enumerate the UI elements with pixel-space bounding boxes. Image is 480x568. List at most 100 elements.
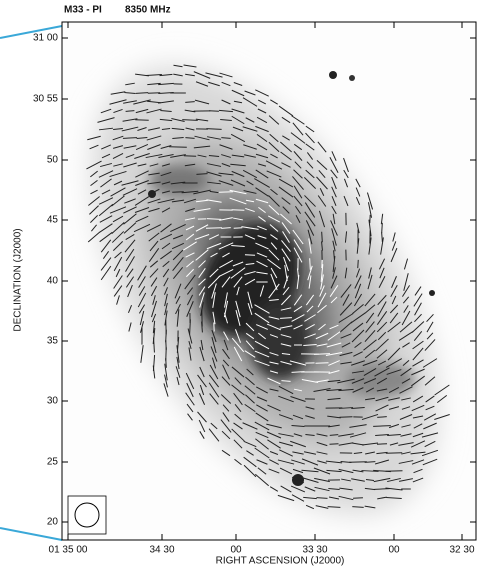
polarization-vector — [339, 487, 353, 491]
polarization-vector — [293, 195, 303, 207]
polarization-vector — [307, 265, 313, 281]
polarization-vector — [332, 267, 336, 279]
polarization-vector — [412, 359, 424, 367]
polarization-vector — [139, 310, 145, 326]
polarization-vector — [234, 403, 242, 413]
polarization-vector — [367, 202, 373, 218]
polarization-vector — [185, 127, 195, 131]
polarization-vector — [206, 128, 222, 130]
polarization-vector — [377, 360, 387, 366]
polarization-vector — [363, 378, 377, 384]
polarization-vector — [339, 351, 353, 357]
polarization-vector — [305, 125, 315, 133]
polarization-vector — [392, 232, 396, 242]
polarization-vector — [403, 305, 409, 313]
polarization-vector — [222, 404, 230, 412]
polarization-vector — [125, 248, 135, 262]
polarization-vector — [329, 443, 339, 445]
polarization-vector — [198, 268, 206, 278]
polarization-vector — [402, 285, 410, 297]
polarization-vector — [368, 237, 372, 255]
polarization-vector — [328, 424, 340, 428]
polarization-vector — [221, 227, 231, 229]
polarization-vector — [233, 217, 243, 221]
polarization-vector — [340, 284, 352, 298]
polarization-vector — [257, 235, 267, 239]
polarization-vector — [337, 378, 355, 384]
polarization-vector — [230, 267, 246, 279]
polarization-vector — [269, 361, 279, 365]
polarization-vector — [305, 324, 315, 330]
polarization-vector — [304, 486, 316, 492]
polarization-vector — [293, 388, 303, 392]
polarization-vector — [391, 241, 397, 251]
polarization-vector — [208, 382, 220, 398]
polarization-vector — [91, 224, 97, 232]
polarization-vector — [400, 367, 412, 377]
polarization-vector — [162, 260, 170, 268]
polarization-vector — [148, 232, 160, 242]
polarization-vector — [399, 321, 413, 333]
polarization-vector — [244, 403, 256, 413]
polarization-vector — [278, 385, 294, 395]
polarization-vector — [389, 312, 399, 324]
polarization-vector — [321, 231, 323, 243]
x-tick-label: 32 30 — [449, 545, 474, 556]
polarization-vector — [100, 265, 112, 281]
polarization-vector — [152, 320, 156, 334]
polarization-vector — [414, 313, 422, 323]
polarization-vector — [413, 468, 423, 474]
polarization-vector — [354, 341, 362, 349]
polarization-vector — [198, 393, 206, 405]
polarization-vector — [281, 380, 291, 382]
polarization-vector — [363, 339, 377, 351]
polarization-vector — [292, 176, 304, 190]
polarization-vector — [282, 231, 290, 243]
polarization-vector — [329, 434, 339, 436]
polarization-vector — [269, 352, 279, 356]
polarization-vector — [88, 196, 100, 206]
polarization-vector — [245, 263, 255, 265]
frequency: 8350 MHz — [125, 5, 171, 16]
polarization-vector — [412, 432, 424, 438]
polarization-vector — [304, 195, 316, 207]
polarization-vector — [425, 405, 435, 411]
polarization-vector — [147, 181, 161, 185]
polarization-vector — [267, 258, 281, 270]
polarization-vector — [242, 169, 258, 179]
polarization-vector — [377, 496, 387, 500]
polarization-vector — [218, 242, 234, 250]
polarization-vector — [269, 486, 279, 492]
polarization-vector — [255, 242, 269, 250]
polarization-vector — [87, 135, 101, 141]
polarization-vector — [209, 393, 219, 405]
polarization-vector — [101, 144, 111, 150]
polarization-vector — [256, 116, 268, 124]
polarization-vector — [236, 286, 240, 296]
polarization-vector — [208, 81, 220, 87]
polarization-vector — [305, 504, 315, 510]
beam — [74, 502, 100, 528]
polarization-vector — [171, 242, 185, 250]
polarization-vector — [255, 438, 269, 450]
polarization-vector — [218, 172, 234, 176]
polarization-vector — [231, 428, 245, 442]
polarization-vector — [289, 360, 307, 366]
polarization-vector — [316, 451, 328, 455]
polarization-vector — [424, 440, 436, 448]
polarization-vector — [195, 224, 209, 232]
polarization-vector — [234, 458, 242, 466]
polarization-vector — [399, 478, 413, 482]
polarization-vector — [305, 294, 315, 306]
polarization-vector — [365, 451, 375, 455]
polarization-vector — [113, 163, 123, 167]
polarization-vector — [267, 215, 281, 223]
polarization-vector — [391, 295, 397, 305]
polarization-vector — [413, 423, 423, 429]
y-tick-label: 40 — [47, 276, 59, 287]
polarization-vector — [390, 284, 398, 298]
polarization-vector — [306, 305, 314, 313]
polarization-vector — [222, 364, 230, 380]
polarization-vector — [255, 153, 269, 159]
polarization-vector — [365, 397, 375, 401]
